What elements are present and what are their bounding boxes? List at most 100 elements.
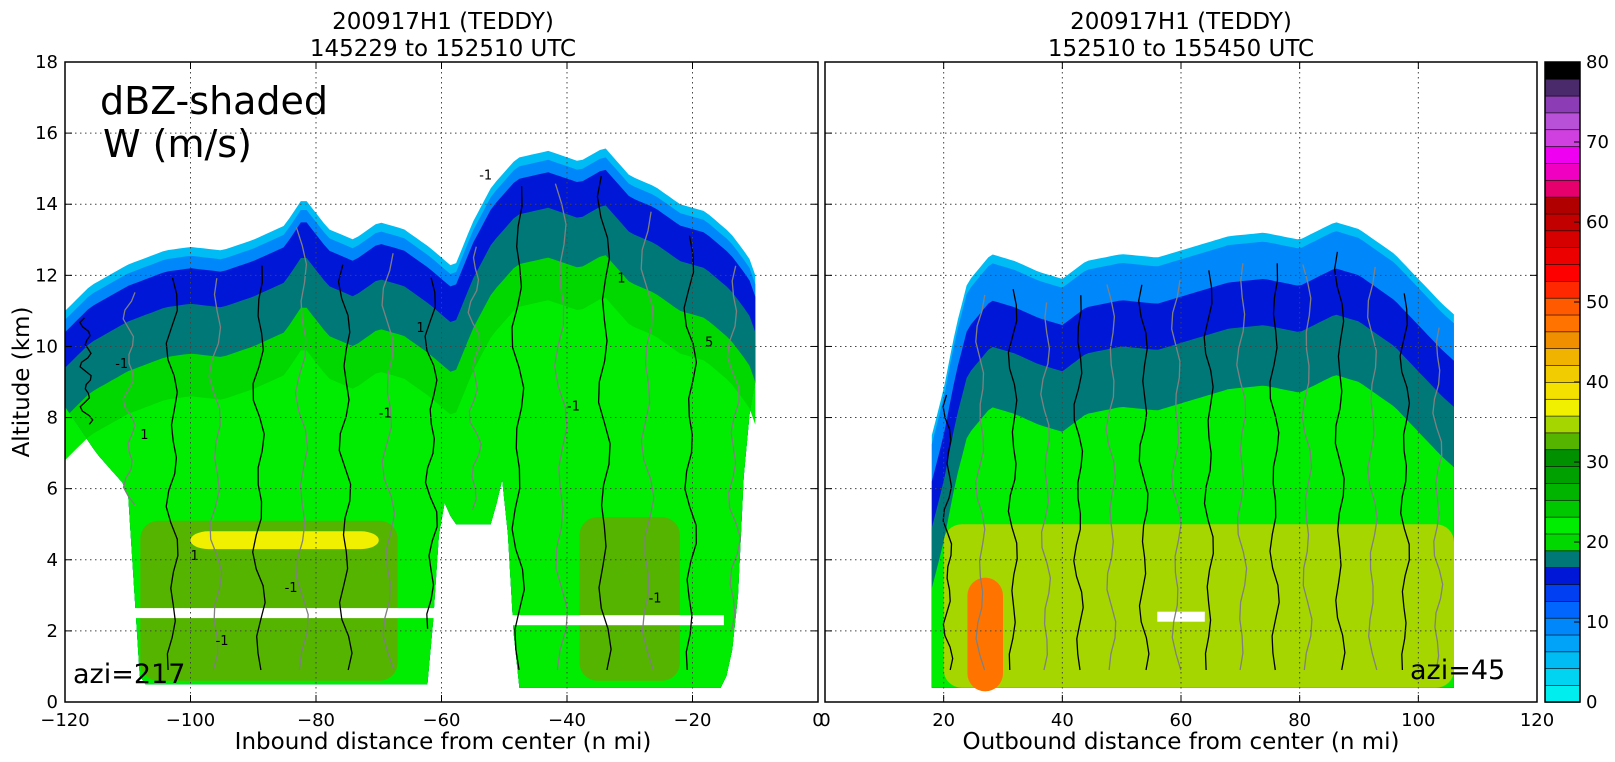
contour-label: 5 [705,335,713,350]
x-tick-label: −40 [548,710,586,731]
left-grid [65,62,818,702]
colorbar-level [1544,684,1581,703]
bright-band [190,531,379,550]
colorbar-level [1544,651,1581,670]
w-contour [252,265,266,671]
colorbar-level [1544,280,1581,299]
w-contour [1432,327,1444,671]
w-contour [208,278,223,671]
w-contour [467,246,482,511]
w-contour [424,277,438,629]
colorbar-level [1544,550,1581,568]
x-tick-label: −80 [297,710,335,731]
w-contour [975,294,986,671]
w-contour [1301,264,1313,671]
contour-label: -1 [115,357,128,372]
left-x-tick-labels: −120 −100 −80 −60 −40 −20 0 [40,710,823,731]
w-contour [640,211,655,671]
colorbar-level [1544,196,1581,215]
left-y-tick-labels: 0 2 4 6 8 10 12 14 16 18 [35,52,58,713]
bright-band [943,524,1454,688]
right-x-axis-label: Outbound distance from center (n mi) [963,729,1400,755]
w-contour [1333,251,1346,671]
bright-band [140,520,398,681]
data-gap [498,615,724,626]
left-title-line2: 145229 to 152510 UTC [310,36,576,62]
contour-label: -1 [479,168,492,183]
left-w-contours: 1 -1 -1 -1 1 -1 1 -1 5 -1 1 -1 [79,168,742,671]
right-panel: 200917H1 (TEDDY) 152510 to 155450 UTC az… [819,9,1554,755]
right-title-line2: 152510 to 155450 UTC [1048,36,1314,62]
colorbar-level [1544,449,1581,467]
x-tick-label: 120 [1520,710,1554,731]
x-tick-label: −60 [423,710,461,731]
w-contour [1236,263,1248,671]
contour-label: -1 [567,399,580,414]
colorbar-tick-label: 50 [1586,292,1609,313]
colorbar-level [1544,145,1581,164]
x-tick-label: 100 [1401,710,1435,731]
colorbar-tick-label: 40 [1586,372,1609,393]
w-contour [122,292,136,506]
colorbar-level [1544,634,1581,653]
w-contour [1171,280,1182,671]
colorbar-level [1544,129,1581,147]
y-tick-label: 4 [47,550,58,571]
colorbar-level [1544,246,1581,265]
contour-label: 1 [140,428,148,443]
left-azimuth-label: azi=217 [73,659,185,690]
w-contour [381,253,396,671]
y-tick-label: 8 [47,408,58,429]
left-x-axis-label: Inbound distance from center (n mi) [235,729,652,755]
colorbar-tick-labels: 0 10 20 30 40 50 60 70 80 [1574,52,1609,713]
x-tick-label: 0 [812,710,823,731]
contour-label: -1 [285,581,298,596]
right-w-contours [942,251,1444,671]
colorbar-tick-label: 20 [1586,532,1609,553]
colorbar-level [1544,398,1581,417]
colorbar-level [1544,617,1581,636]
data-gap [108,608,448,619]
w-contour [165,277,179,671]
left-panel: 200917H1 (TEDDY) 145229 to 152510 UTC 1 -… [9,9,824,755]
data-gap [1157,611,1205,622]
colorbar-tick-label: 30 [1586,452,1609,473]
colorbar-level [1544,95,1581,114]
colorbar-level [1544,162,1581,181]
w-contour [1367,266,1378,671]
y-tick-label: 16 [35,123,58,144]
w-units-label: W (m/s) [103,122,252,166]
colorbar-level [1544,314,1581,333]
colorbar-level [1544,583,1581,602]
w-contour [596,175,612,671]
colorbar-level [1544,415,1581,434]
colorbar-level [1544,668,1581,686]
left-plot-area: 1 -1 -1 -1 1 -1 1 -1 5 -1 1 -1 [64,61,819,703]
bright-band [967,577,1003,692]
colorbar-level [1544,61,1581,80]
w-contour [1073,295,1084,671]
left-tick-marks [64,61,819,703]
x-tick-label: 60 [1170,710,1193,731]
contour-label: -1 [216,634,229,649]
bright-band [579,517,680,681]
x-tick-label: −120 [40,710,89,731]
colorbar-level [1544,432,1581,451]
colorbar-level [1544,78,1581,97]
right-azimuth-label: azi=45 [1410,655,1505,686]
contour-label: 1 [191,549,199,564]
left-title-line1: 200917H1 (TEDDY) [332,9,554,35]
dbz-shaded-label: dBZ-shaded [100,79,328,123]
w-contour [942,394,954,671]
x-tick-label: −100 [166,710,215,731]
w-contour [1399,293,1411,671]
colorbar-level [1544,499,1581,518]
colorbar: 0 10 20 30 40 50 60 70 80 [1544,52,1609,713]
y-tick-label: 14 [35,194,58,215]
x-tick-label: 40 [1051,710,1074,731]
y-tick-label: 18 [35,52,58,73]
y-tick-label: 2 [47,621,58,642]
contour-label: -1 [379,407,392,422]
colorbar-tick-label: 10 [1586,612,1609,633]
